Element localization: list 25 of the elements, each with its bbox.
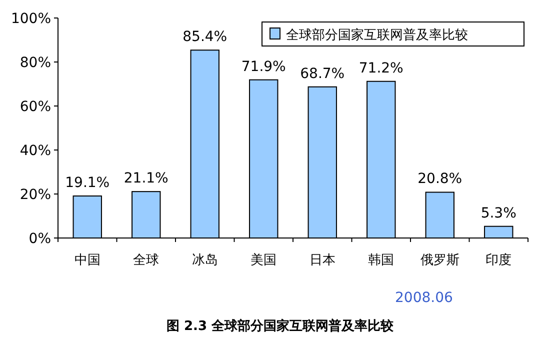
- x-tick-label: 韩国: [368, 253, 394, 268]
- x-tick-label: 中国: [74, 253, 100, 268]
- y-tick-label: 20%: [20, 187, 51, 203]
- x-tick-label: 印度: [486, 252, 512, 268]
- data-label: 21.1%: [124, 170, 168, 187]
- data-label: 85.4%: [182, 29, 228, 46]
- legend-label: 全球部分国家互联网普及率比较: [286, 27, 468, 43]
- y-tick-label: 60%: [20, 99, 51, 115]
- x-tick-label: 俄罗斯: [420, 253, 460, 268]
- x-tick-label: 美国: [250, 252, 277, 268]
- caption: 图 2.3 全球部分国家互联网普及率比较: [166, 318, 395, 334]
- text: 2008.06: [395, 290, 453, 306]
- x-tick-label: 日本: [309, 253, 336, 268]
- x-tick-label: 冰岛: [192, 253, 218, 268]
- data-label: 71.9%: [241, 58, 286, 75]
- y-tick-label: 0%: [28, 231, 51, 247]
- y-tick-label: 80%: [20, 55, 51, 71]
- data-label: 5.3%: [480, 205, 516, 222]
- data-label: 19.1%: [65, 174, 110, 191]
- data-label: 20.8%: [418, 171, 462, 188]
- x-tick-label: 全球: [133, 253, 160, 268]
- y-tick-label: 40%: [20, 143, 51, 159]
- data-label: 71.2%: [358, 60, 404, 76]
- data-label: 68.7%: [300, 66, 345, 82]
- y-tick-label: 100%: [10, 11, 51, 27]
